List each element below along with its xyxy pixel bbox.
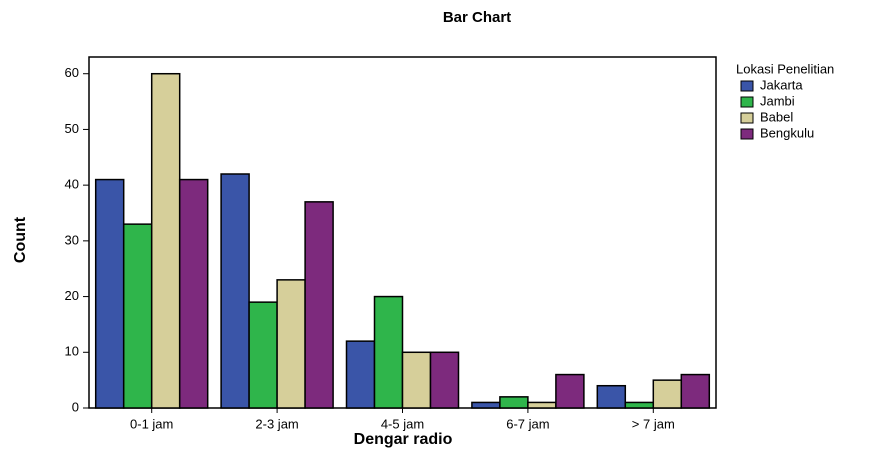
bar [94,178,125,409]
x-tick-label: 4-5 jam [381,416,424,431]
y-tick-label: 60 [65,65,79,80]
y-tick-label: 30 [65,232,79,247]
legend-label: Babel [760,109,793,124]
bar [178,178,209,409]
legend-title: Lokasi Penelitian [736,61,834,76]
bar [471,401,501,409]
bar [220,173,250,409]
bar [401,351,432,409]
y-axis-label: Count [12,216,29,263]
legend-swatch [740,112,754,124]
chart-title: Bar Chart [443,9,511,26]
bar [624,401,655,409]
bar [429,351,460,409]
bar [122,223,153,409]
legend-label: Jakarta [760,77,803,92]
x-tick-label: 6-7 jam [506,416,549,431]
legend-swatch [740,80,754,92]
bar [527,401,557,409]
x-tick-label: > 7 jam [632,416,675,431]
x-tick-label: 0-1 jam [130,416,173,431]
y-tick-label: 20 [65,288,79,303]
bar [499,396,529,409]
bar [276,279,306,409]
y-tick-label: 40 [65,177,79,192]
x-tick-label: 2-3 jam [255,416,298,431]
legend-swatch [740,96,754,108]
y-tick-label: 50 [65,121,79,136]
bar [680,373,711,409]
x-axis-label: Dengar radio [354,431,453,448]
bar [555,373,585,409]
y-tick-label: 10 [65,344,79,359]
bar [248,301,278,409]
bar [596,384,627,409]
bar [652,379,683,409]
bar [345,340,376,409]
y-tick-label: 0 [72,399,79,414]
bar [304,201,334,409]
legend-label: Jambi [760,93,795,108]
legend-label: Bengkulu [760,125,814,140]
bar [373,295,404,409]
legend-swatch [740,128,754,140]
bar [150,72,181,409]
